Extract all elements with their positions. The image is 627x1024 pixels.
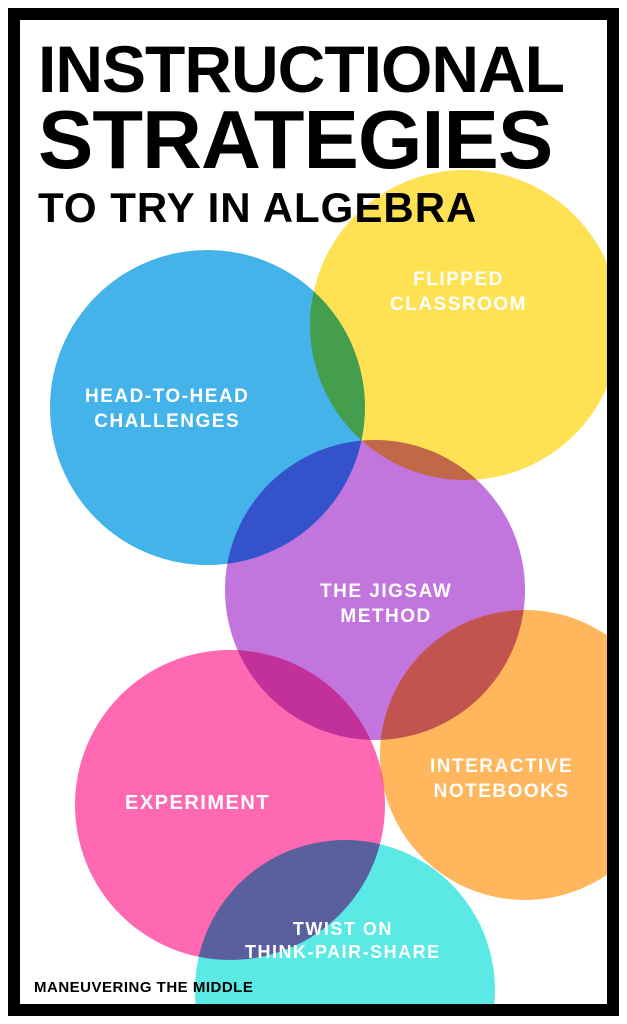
- circle-label-yellow: FLIPPED CLASSROOM: [390, 268, 527, 317]
- circle-label-orange: INTERACTIVE NOTEBOOKS: [430, 755, 573, 804]
- footer-brand: MANEUVERING THE MIDDLE: [34, 979, 253, 996]
- title-block: INSTRUCTIONAL STRATEGIES TO TRY IN ALGEB…: [38, 38, 589, 232]
- circle-label-teal: TWIST ON THINK-PAIR-SHARE: [245, 918, 441, 965]
- title-line-3: TO TRY IN ALGEBRA: [38, 184, 589, 232]
- infographic-frame: INSTRUCTIONAL STRATEGIES TO TRY IN ALGEB…: [8, 8, 619, 1016]
- circle-label-purple: THE JIGSAW METHOD: [320, 580, 452, 629]
- title-line-2: STRATEGIES: [38, 101, 589, 180]
- title-line-1: INSTRUCTIONAL: [38, 38, 589, 101]
- circle-label-pink: EXPERIMENT: [125, 790, 270, 816]
- circle-label-blue: HEAD-TO-HEAD CHALLENGES: [85, 385, 249, 434]
